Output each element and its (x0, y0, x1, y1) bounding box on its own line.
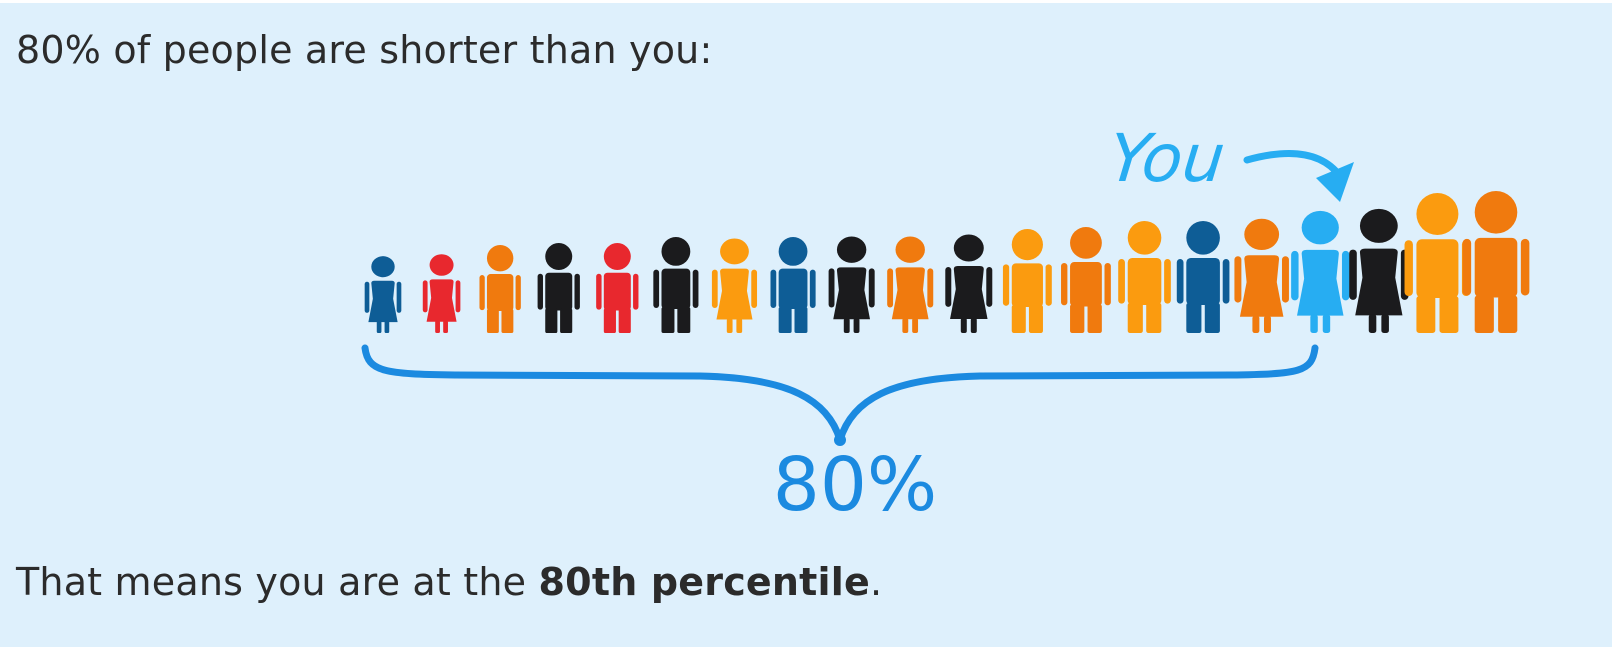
arrowhead-icon (1316, 162, 1354, 202)
man-icon (653, 237, 699, 333)
woman-icon (945, 234, 993, 333)
man-icon (1176, 221, 1230, 333)
you-person-icon (1291, 210, 1350, 333)
conclusion-suffix: . (869, 560, 883, 604)
brace-tip-icon (834, 434, 846, 446)
woman-icon (711, 238, 758, 333)
conclusion-text: That means you are at the 80th percentil… (16, 560, 882, 604)
percentile-highlight: 80th percentile (538, 560, 870, 604)
intro-text: 80% of people are shorter than you: (16, 28, 713, 72)
conclusion-prefix: That means you are at the (16, 560, 539, 604)
you-label: You (1105, 120, 1228, 197)
woman-icon (422, 254, 461, 333)
woman-icon (1349, 208, 1409, 333)
man-icon (1002, 229, 1052, 333)
man-icon (537, 243, 580, 333)
man-icon (596, 243, 639, 333)
people-row (364, 191, 1530, 333)
man-icon (1118, 221, 1171, 333)
man-icon (479, 245, 521, 333)
man-icon (770, 237, 816, 333)
percent-label: 80% (773, 442, 937, 528)
man-icon (1462, 191, 1530, 333)
man-icon (1404, 193, 1471, 333)
woman-icon (828, 236, 875, 333)
man-icon (1061, 227, 1111, 333)
you-arrow-icon (1243, 149, 1344, 180)
brace-icon (361, 344, 1319, 444)
woman-icon (1234, 218, 1289, 333)
woman-icon (887, 236, 934, 333)
woman-icon (364, 256, 402, 333)
